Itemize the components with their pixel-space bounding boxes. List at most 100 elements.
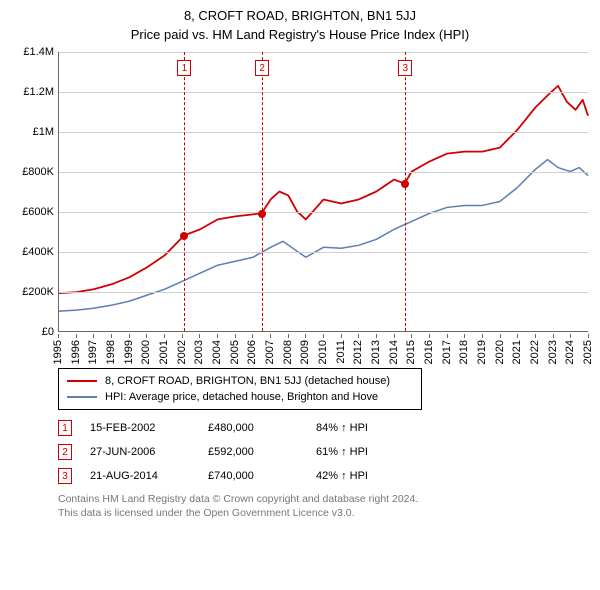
- event-row: 115-FEB-2002£480,00084% ↑ HPI: [58, 420, 590, 436]
- x-tick-label: 1999: [123, 340, 135, 364]
- x-tick: [517, 334, 518, 338]
- x-tick: [182, 334, 183, 338]
- y-tick-label: £600K: [10, 206, 54, 218]
- gridline-h: [59, 172, 588, 173]
- event-row: 2 27-JUN-2006 £592,000 61% ↑ HPI: [58, 444, 590, 460]
- x-tick-label: 2025: [582, 340, 594, 364]
- x-tick: [146, 334, 147, 338]
- footer-line1: Contains HM Land Registry data © Crown c…: [58, 492, 590, 506]
- x-tick-label: 2013: [370, 340, 382, 364]
- x-tick: [500, 334, 501, 338]
- legend-item: HPI: Average price, detached house, Brig…: [67, 389, 413, 405]
- x-tick: [93, 334, 94, 338]
- x-tick: [588, 334, 589, 338]
- marker-box: 2: [255, 60, 269, 76]
- gridline-h: [59, 252, 588, 253]
- event-marker-box: 3: [58, 468, 72, 484]
- x-tick-label: 2015: [405, 340, 417, 364]
- x-tick: [341, 334, 342, 338]
- chart: £0£200K£400K£600K£800K£1M£1.2M£1.4M 123 …: [10, 52, 590, 362]
- event-price: £480,000: [208, 422, 298, 434]
- x-tick-label: 2010: [317, 340, 329, 364]
- marker-line: [405, 52, 406, 331]
- gridline-h: [59, 292, 588, 293]
- y-tick-label: £1M: [10, 126, 54, 138]
- x-tick: [235, 334, 236, 338]
- gridline-h: [59, 52, 588, 53]
- y-tick-label: £800K: [10, 166, 54, 178]
- x-tick: [447, 334, 448, 338]
- event-price: £740,000: [208, 470, 298, 482]
- x-tick-label: 2006: [246, 340, 258, 364]
- x-tick-label: 2017: [441, 340, 453, 364]
- x-tick-label: 2003: [193, 340, 205, 364]
- gridline-h: [59, 212, 588, 213]
- marker-line: [262, 52, 263, 331]
- x-tick: [411, 334, 412, 338]
- legend-swatch: [67, 396, 97, 398]
- marker-dot: [401, 180, 409, 188]
- x-tick: [305, 334, 306, 338]
- gridline-h: [59, 132, 588, 133]
- x-tick-label: 2008: [282, 340, 294, 364]
- legend-label: HPI: Average price, detached house, Brig…: [105, 389, 378, 405]
- x-tick: [464, 334, 465, 338]
- x-tick-label: 2011: [335, 340, 347, 364]
- y-tick-label: £1.4M: [10, 46, 54, 58]
- x-tick: [199, 334, 200, 338]
- y-tick-label: £200K: [10, 286, 54, 298]
- chart-container: 8, CROFT ROAD, BRIGHTON, BN1 5JJ Price p…: [0, 0, 600, 530]
- event-row: 3 21-AUG-2014 £740,000 42% ↑ HPI: [58, 468, 590, 484]
- event-marker-box: 1: [58, 420, 72, 436]
- x-tick: [376, 334, 377, 338]
- footer-attribution: Contains HM Land Registry data © Crown c…: [58, 492, 590, 520]
- legend: 8, CROFT ROAD, BRIGHTON, BN1 5JJ (detach…: [58, 368, 422, 410]
- event-pct: 42% ↑ HPI: [316, 470, 416, 482]
- legend-swatch: [67, 380, 97, 382]
- event-date: 21-AUG-2014: [90, 470, 190, 482]
- x-tick: [553, 334, 554, 338]
- marker-dot: [180, 232, 188, 240]
- x-tick-label: 2020: [494, 340, 506, 364]
- x-tick: [76, 334, 77, 338]
- plot-area: 1 2 3: [58, 52, 588, 332]
- y-tick-label: £1.2M: [10, 86, 54, 98]
- title-address: 8, CROFT ROAD, BRIGHTON, BN1 5JJ: [10, 8, 590, 23]
- x-tick: [288, 334, 289, 338]
- x-tick-label: 1998: [105, 340, 117, 364]
- event-marker-box: 2: [58, 444, 72, 460]
- line-series: [59, 52, 588, 331]
- marker-box: 1: [177, 60, 191, 76]
- x-tick-label: 2001: [158, 340, 170, 364]
- x-tick: [129, 334, 130, 338]
- x-tick: [429, 334, 430, 338]
- title-subtitle: Price paid vs. HM Land Registry's House …: [10, 27, 590, 42]
- gridline-h: [59, 92, 588, 93]
- event-pct: 61% ↑ HPI: [316, 446, 416, 458]
- x-tick-label: 2012: [352, 340, 364, 364]
- x-tick: [270, 334, 271, 338]
- x-tick-label: 2007: [264, 340, 276, 364]
- series-price_paid: [59, 86, 588, 293]
- event-table: 115-FEB-2002£480,00084% ↑ HPI227-JUN-200…: [58, 420, 590, 484]
- x-tick: [252, 334, 253, 338]
- y-tick-label: £400K: [10, 246, 54, 258]
- x-tick-label: 2005: [229, 340, 241, 364]
- event-date: 27-JUN-2006: [90, 446, 190, 458]
- marker-box: 3: [398, 60, 412, 76]
- event-pct: 84% ↑ HPI: [316, 422, 416, 434]
- x-tick: [535, 334, 536, 338]
- x-tick-label: 1995: [52, 340, 64, 364]
- x-tick-label: 2024: [564, 340, 576, 364]
- y-tick-label: £0: [10, 326, 54, 338]
- x-axis-labels: 1995199619971998199920002001200220032004…: [58, 334, 588, 364]
- x-tick: [111, 334, 112, 338]
- x-tick-label: 1997: [87, 340, 99, 364]
- x-tick-label: 2002: [176, 340, 188, 364]
- legend-label: 8, CROFT ROAD, BRIGHTON, BN1 5JJ (detach…: [105, 373, 390, 389]
- x-tick-label: 2016: [423, 340, 435, 364]
- series-hpi: [59, 160, 588, 311]
- event-price: £592,000: [208, 446, 298, 458]
- x-tick: [217, 334, 218, 338]
- x-tick-label: 2022: [529, 340, 541, 364]
